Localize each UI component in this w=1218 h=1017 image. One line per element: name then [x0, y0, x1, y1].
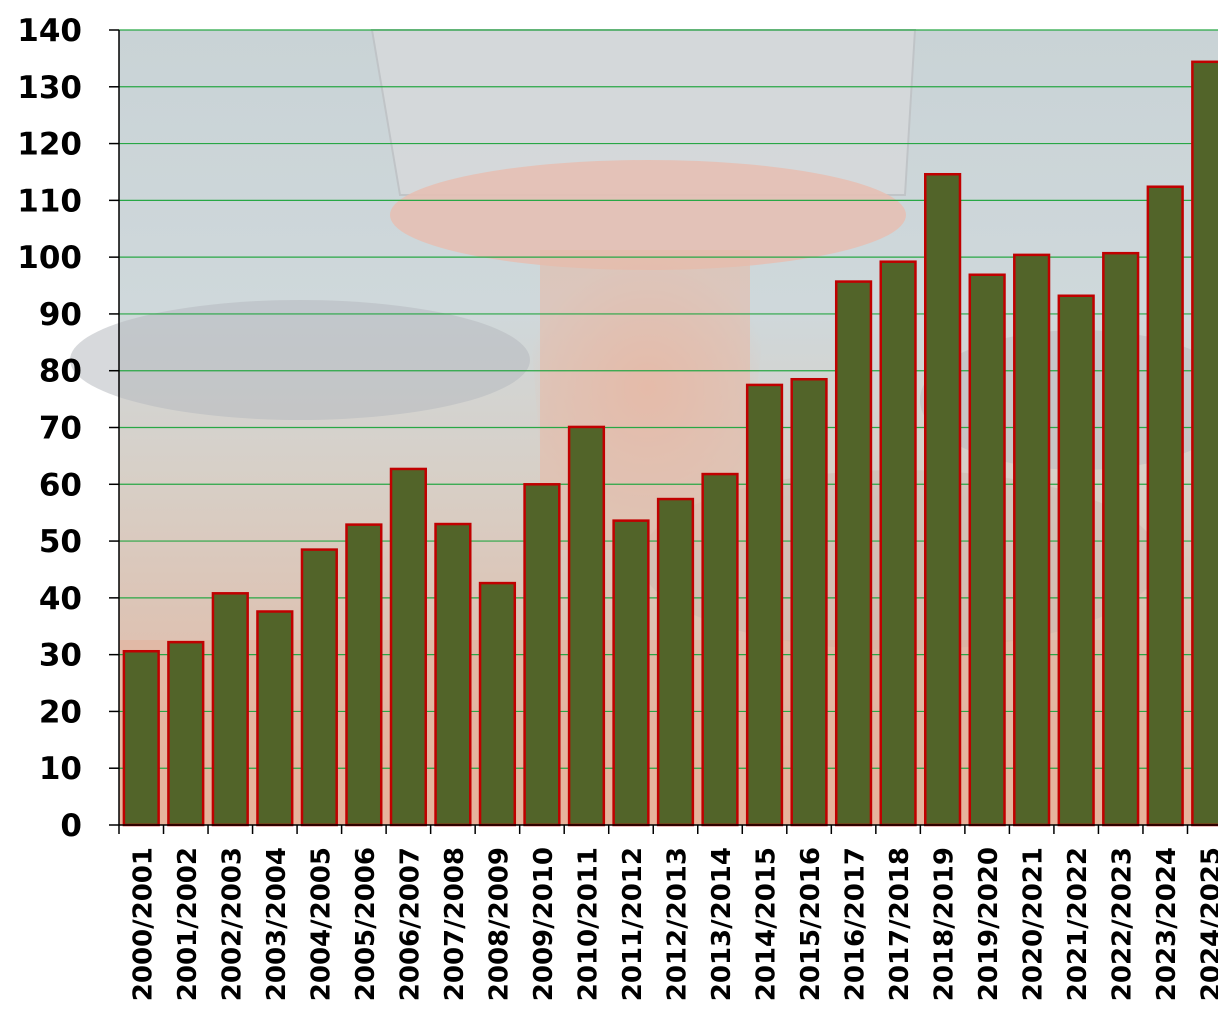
bar [1191, 60, 1218, 827]
y-tick-label: 140 [17, 13, 82, 49]
x-tick-label: 2003/2004 [262, 847, 292, 1001]
bar [567, 425, 606, 827]
x-tick-label: 2001/2002 [173, 847, 203, 1001]
x-tick-label: 2021/2022 [1063, 847, 1093, 1001]
x-tick-label: 2017/2018 [885, 847, 915, 1001]
x-tick-label: 2007/2008 [440, 847, 470, 1001]
x-tick-label: 2004/2005 [306, 847, 336, 1001]
y-tick-label: 60 [39, 467, 82, 503]
x-tick-label: 2015/2016 [796, 847, 826, 1001]
y-tick-label: 30 [39, 638, 82, 674]
y-tick-label: 80 [39, 354, 82, 390]
bar [879, 260, 917, 827]
bar [256, 610, 294, 827]
y-tick-label: 110 [17, 183, 82, 219]
y-tick-label: 20 [39, 694, 82, 730]
y-tick-labels: 0 10 20 30 40 50 60 70 80 90 100 110 120 130 140 [17, 13, 82, 844]
x-tick-label: 2002/2003 [217, 847, 247, 1001]
y-tick-label: 120 [17, 127, 82, 163]
bar [211, 592, 249, 827]
y-tick-label: 70 [39, 411, 82, 447]
x-tick-label: 2010/2011 [573, 847, 603, 1001]
x-tick-label: 2014/2015 [752, 847, 782, 1001]
bar [924, 172, 962, 827]
x-tick-label: 2000/2001 [128, 847, 158, 1001]
axes [109, 29, 1218, 834]
x-tick-label: 2005/2006 [351, 847, 381, 1001]
x-tick-label: 2012/2013 [663, 847, 693, 1001]
x-tick-label: 2013/2014 [707, 847, 737, 1001]
bar [701, 472, 739, 827]
bar [478, 581, 517, 827]
bar [1013, 253, 1051, 827]
bar [790, 377, 828, 827]
bar [300, 548, 338, 827]
bar [167, 640, 205, 827]
bar [434, 522, 472, 827]
y-tick-label: 90 [39, 297, 82, 333]
x-tick-label: 2018/2019 [930, 847, 960, 1001]
bar [745, 383, 784, 827]
x-tick-label: 2006/2007 [395, 847, 425, 1001]
bar [1057, 294, 1095, 827]
x-tick-label: 2022/2023 [1108, 847, 1138, 1001]
x-tick-label: 2016/2017 [841, 847, 871, 1001]
bar [968, 273, 1006, 827]
bar [612, 519, 650, 827]
bar [834, 280, 873, 827]
x-tick-label: 2008/2009 [484, 847, 514, 1001]
bar [122, 649, 160, 827]
y-tick-label: 130 [17, 70, 82, 106]
bar [1102, 251, 1140, 827]
bar [345, 523, 383, 827]
y-tick-label: 0 [60, 808, 82, 844]
y-tick-label: 100 [17, 240, 82, 276]
y-tick-label: 50 [39, 524, 82, 560]
x-tick-label: 2019/2020 [974, 847, 1004, 1001]
bar [389, 467, 427, 827]
x-tick-labels: 2000/2001 2001/2002 2002/2003 2003/2004 2004… [128, 847, 1218, 1001]
x-tick-label: 2023/2024 [1152, 847, 1182, 1001]
x-tick-label: 2020/2021 [1019, 847, 1049, 1001]
x-tick-label: 2011/2012 [618, 847, 648, 1001]
bar [523, 483, 561, 827]
y-tick-label: 10 [39, 751, 82, 787]
x-tick-label: 2024/2025 [1197, 847, 1218, 1001]
bar [656, 497, 695, 827]
x-tick-label: 2009/2010 [529, 847, 559, 1001]
bar [1146, 185, 1184, 827]
y-tick-label: 40 [39, 581, 82, 617]
